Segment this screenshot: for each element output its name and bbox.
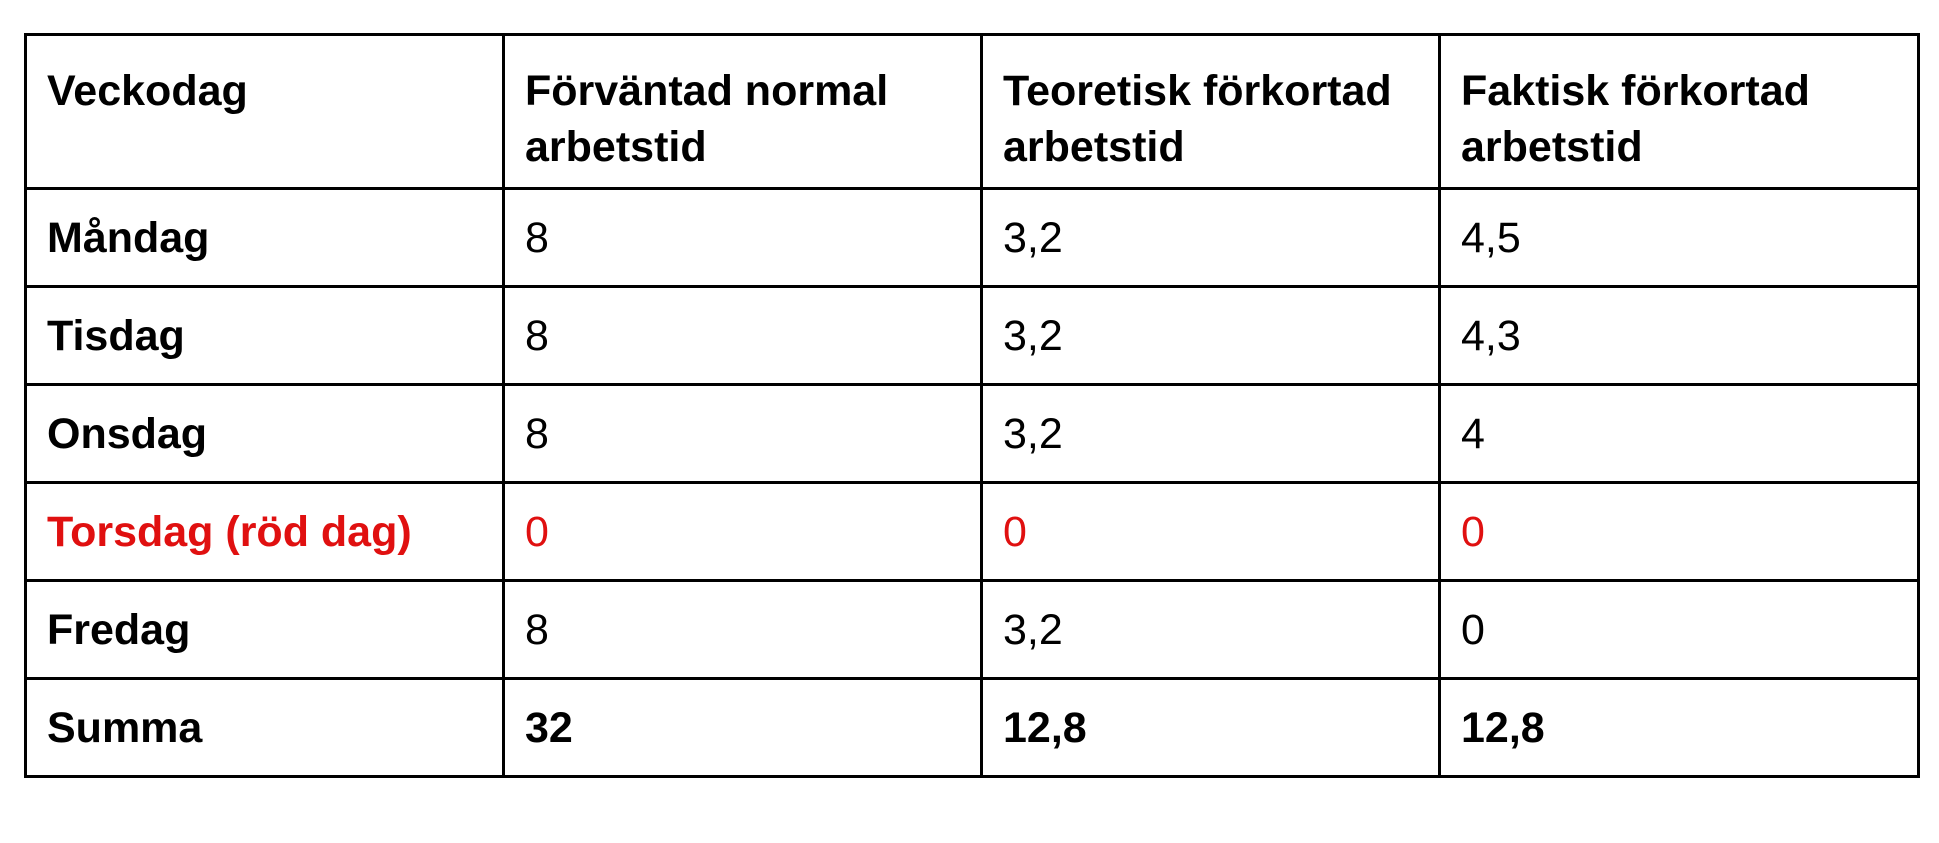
normal-hours-cell: 8: [502, 579, 983, 680]
actual-hours-cell: 4: [1438, 383, 1920, 484]
actual-hours-cell: 0: [1438, 579, 1920, 680]
header-theoretical-hours: Teoretisk förkortad arbetstid: [980, 33, 1441, 190]
header-row: Veckodag Förväntad normal arbetstid Teor…: [24, 33, 1920, 190]
weekday-cell: Måndag: [24, 187, 505, 288]
normal-hours-cell: 8: [502, 285, 983, 386]
weekday-cell: Torsdag (röd dag): [24, 481, 505, 582]
theoretical-hours-cell: 0: [980, 481, 1441, 582]
theoretical-hours-cell: 3,2: [980, 285, 1441, 386]
table-row-monday: Måndag 8 3,2 4,5: [24, 187, 1920, 288]
actual-hours-cell: 4,5: [1438, 187, 1920, 288]
header-weekday: Veckodag: [24, 33, 505, 190]
weekday-cell: Tisdag: [24, 285, 505, 386]
header-actual-hours: Faktisk förkortad arbetstid: [1438, 33, 1920, 190]
weekday-cell: Fredag: [24, 579, 505, 680]
normal-hours-cell: 8: [502, 187, 983, 288]
theoretical-hours-cell: 3,2: [980, 383, 1441, 484]
table-row-total: Summa 32 12,8 12,8: [24, 677, 1920, 778]
normal-hours-cell: 0: [502, 481, 983, 582]
header-normal-hours: Förväntad normal arbetstid: [502, 33, 983, 190]
total-label-cell: Summa: [24, 677, 505, 778]
table-row-tuesday: Tisdag 8 3,2 4,3: [24, 285, 1920, 386]
actual-hours-cell: 0: [1438, 481, 1920, 582]
worktime-table: Veckodag Förväntad normal arbetstid Teor…: [24, 33, 1920, 778]
actual-hours-cell: 4,3: [1438, 285, 1920, 386]
total-normal-hours-cell: 32: [502, 677, 983, 778]
total-theoretical-hours-cell: 12,8: [980, 677, 1441, 778]
theoretical-hours-cell: 3,2: [980, 187, 1441, 288]
table-row-wednesday: Onsdag 8 3,2 4: [24, 383, 1920, 484]
normal-hours-cell: 8: [502, 383, 983, 484]
theoretical-hours-cell: 3,2: [980, 579, 1441, 680]
total-actual-hours-cell: 12,8: [1438, 677, 1920, 778]
table-row-friday: Fredag 8 3,2 0: [24, 579, 1920, 680]
table-row-thursday-holiday: Torsdag (röd dag) 0 0 0: [24, 481, 1920, 582]
weekday-cell: Onsdag: [24, 383, 505, 484]
